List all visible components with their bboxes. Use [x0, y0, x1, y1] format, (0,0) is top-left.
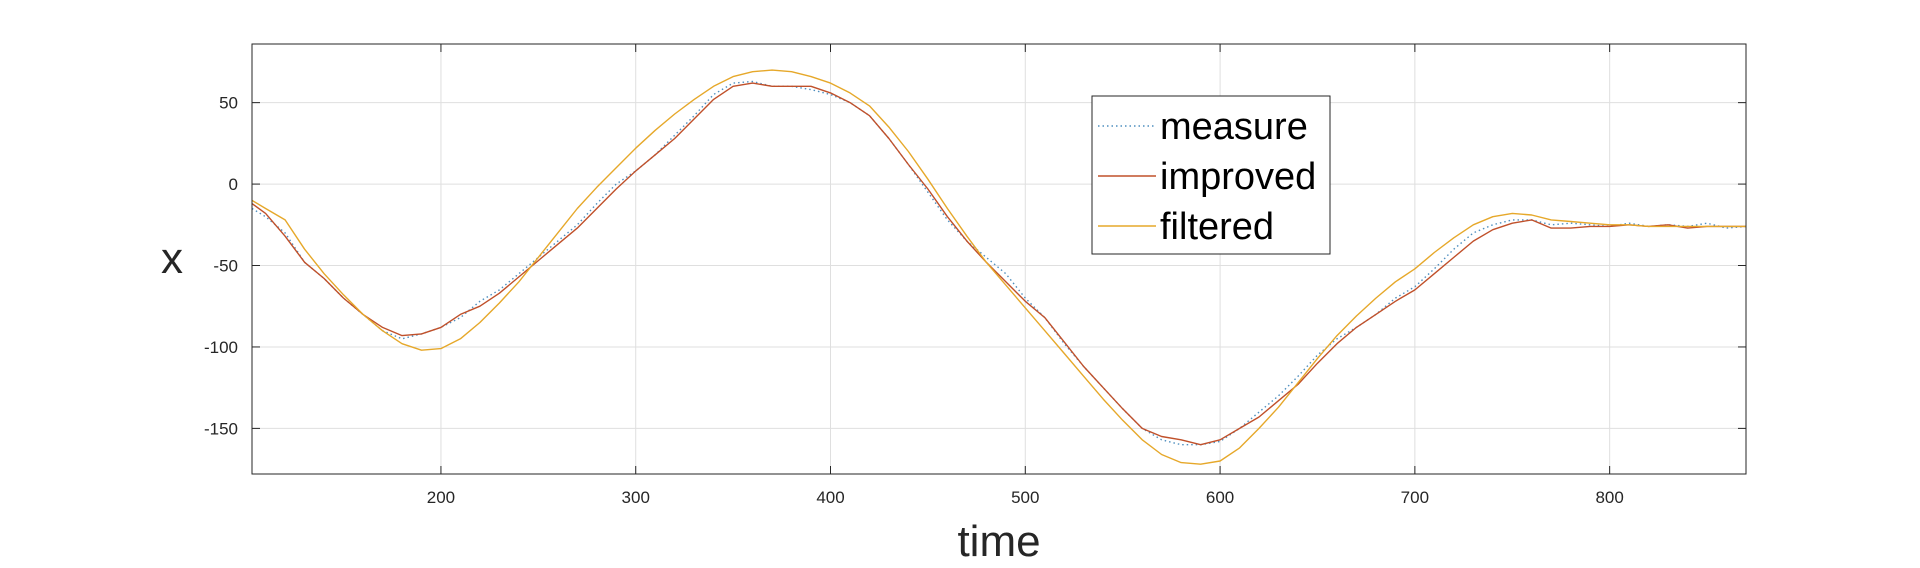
- grid-lines: [252, 44, 1746, 474]
- legend-entry-filtered: filtered: [1160, 206, 1274, 248]
- x-axis-label: time: [957, 517, 1040, 566]
- axes-box: [251, 43, 1747, 475]
- x-tick-label: 200: [427, 488, 455, 507]
- y-tick-label: -100: [204, 338, 238, 357]
- legend-entry-improved: improved: [1160, 156, 1316, 198]
- x-tick-label: 700: [1401, 488, 1429, 507]
- y-tick-label: -150: [204, 419, 238, 438]
- x-tick-label: 800: [1595, 488, 1623, 507]
- x-tick-label: 500: [1011, 488, 1039, 507]
- series-line-improved: [251, 82, 1746, 446]
- legend-box: [1091, 95, 1331, 255]
- tick-marks: [252, 44, 1746, 474]
- y-tick-label: 0: [229, 175, 238, 194]
- x-tick-label: 300: [622, 488, 650, 507]
- y-tick-label: 50: [219, 94, 238, 113]
- x-tick-labels: 200 300 400 500 600 700 800: [427, 488, 1624, 507]
- legend-entry-measure: measure: [1160, 106, 1308, 148]
- legend: measure improved filtered: [1091, 95, 1331, 255]
- plot-area: [252, 44, 1746, 474]
- series-line-measure: [251, 80, 1747, 446]
- y-axis-label: x: [161, 234, 183, 283]
- series-line-filtered: [251, 69, 1746, 465]
- series-layer: [251, 69, 1747, 465]
- y-tick-labels: 50 0 -50 -100 -150: [204, 94, 238, 439]
- x-tick-label: 600: [1206, 488, 1234, 507]
- y-tick-label: -50: [213, 257, 238, 276]
- x-tick-label: 400: [816, 488, 844, 507]
